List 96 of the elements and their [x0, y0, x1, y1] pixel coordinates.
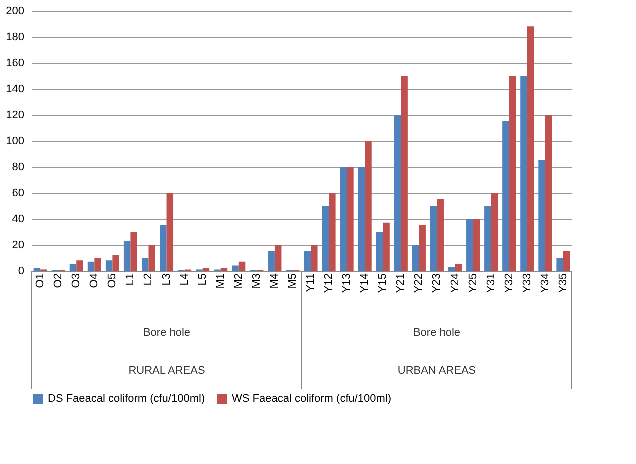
bar [220, 268, 228, 271]
y-tick-label: 200 [6, 6, 24, 18]
x-tick-label: O2 [52, 274, 65, 288]
x-tick-label: Y25 [467, 274, 480, 294]
bar [502, 122, 510, 271]
y-tick-label: 160 [6, 58, 24, 70]
y-tick-label: 100 [6, 136, 24, 148]
bar [322, 206, 330, 271]
x-tick-label: Y22 [413, 274, 426, 294]
bar [509, 76, 516, 271]
x-tick-label: L5 [196, 274, 209, 286]
bar [88, 262, 95, 271]
bar [232, 266, 239, 271]
x-tick-label: O1 [34, 274, 47, 288]
x-tick-label: Y31 [485, 274, 498, 294]
bar [484, 206, 492, 271]
bar [376, 232, 384, 271]
bar [473, 219, 480, 271]
bar [437, 200, 444, 271]
x-tick-label: Y12 [323, 274, 336, 294]
bar [70, 264, 77, 271]
bar [112, 255, 120, 271]
bar [448, 267, 456, 271]
bar [538, 160, 546, 271]
y-tick-label: 120 [6, 110, 24, 122]
bar [124, 241, 131, 271]
text: RURAL AREAS [128, 365, 206, 377]
x-tick-label: Y21 [395, 274, 408, 294]
y-tick-label: 0 [18, 266, 24, 278]
x-tick-label: Y35 [557, 274, 570, 294]
bar [545, 115, 552, 271]
y-tick-label: 40 [12, 214, 24, 226]
bar [130, 232, 138, 271]
text: URBAN AREAS [398, 365, 476, 377]
bar [329, 193, 336, 271]
bar [311, 245, 318, 271]
bar [106, 260, 113, 271]
bar [365, 141, 372, 271]
x-tick-label: Y33 [521, 274, 534, 294]
y-tick-label: 140 [6, 84, 24, 96]
x-tick-label: Y14 [359, 274, 372, 294]
bar [202, 268, 210, 271]
x-tick-label: Y34 [539, 274, 552, 294]
bar [419, 226, 426, 271]
y-tick-label: 80 [12, 162, 24, 174]
bar [34, 268, 41, 271]
bar [455, 264, 462, 271]
bar [148, 245, 156, 271]
bar [142, 258, 149, 271]
bar [520, 76, 528, 271]
bar [268, 252, 275, 271]
x-tick-label: O4 [88, 274, 101, 288]
bar [94, 258, 102, 271]
bar [304, 252, 312, 271]
x-tick-label: M3 [250, 274, 263, 289]
x-tick-label: M4 [268, 274, 281, 289]
x-tick-label: Y13 [341, 274, 354, 294]
bar [166, 193, 174, 271]
bar [401, 76, 408, 271]
bar [466, 219, 474, 271]
x-tick-label: M5 [286, 274, 299, 289]
bar [347, 167, 354, 271]
bar [358, 167, 366, 271]
legend-label: DS Faeacal coliform (cfu/100ml) [48, 393, 206, 405]
bar [430, 206, 438, 271]
text: Bore hole [413, 327, 461, 339]
bar [491, 193, 498, 271]
x-tick-label: M1 [214, 274, 227, 289]
bar [340, 167, 348, 271]
x-tick-label: O3 [70, 274, 83, 288]
y-tick-label: 60 [12, 188, 24, 200]
x-tick-label: O5 [106, 274, 119, 288]
bar [238, 262, 246, 271]
x-tick-label: Y11 [305, 274, 318, 292]
y-tick-label: 20 [12, 240, 24, 252]
x-tick-label: L1 [124, 274, 137, 286]
x-tick-label: Y24 [449, 274, 462, 294]
bar [274, 245, 282, 271]
bar [383, 222, 390, 271]
text: Bore hole [143, 327, 191, 339]
bar [76, 260, 84, 271]
x-tick-label: L3 [160, 274, 173, 286]
x-tick-label: Y23 [431, 274, 444, 294]
legend-label: WS Faeacal coliform (cfu/100ml) [232, 393, 392, 405]
x-tick-label: L2 [142, 274, 155, 286]
x-tick-label: M2 [232, 274, 245, 289]
y-tick-label: 180 [6, 32, 24, 44]
bar [527, 26, 534, 271]
bar [563, 252, 570, 271]
x-tick-label: L4 [178, 274, 191, 286]
bar [394, 115, 402, 271]
x-tick-label: Y15 [377, 274, 390, 294]
x-tick-label: Y32 [503, 274, 516, 294]
bar [412, 245, 420, 271]
bar [556, 258, 564, 271]
bar [160, 226, 167, 271]
